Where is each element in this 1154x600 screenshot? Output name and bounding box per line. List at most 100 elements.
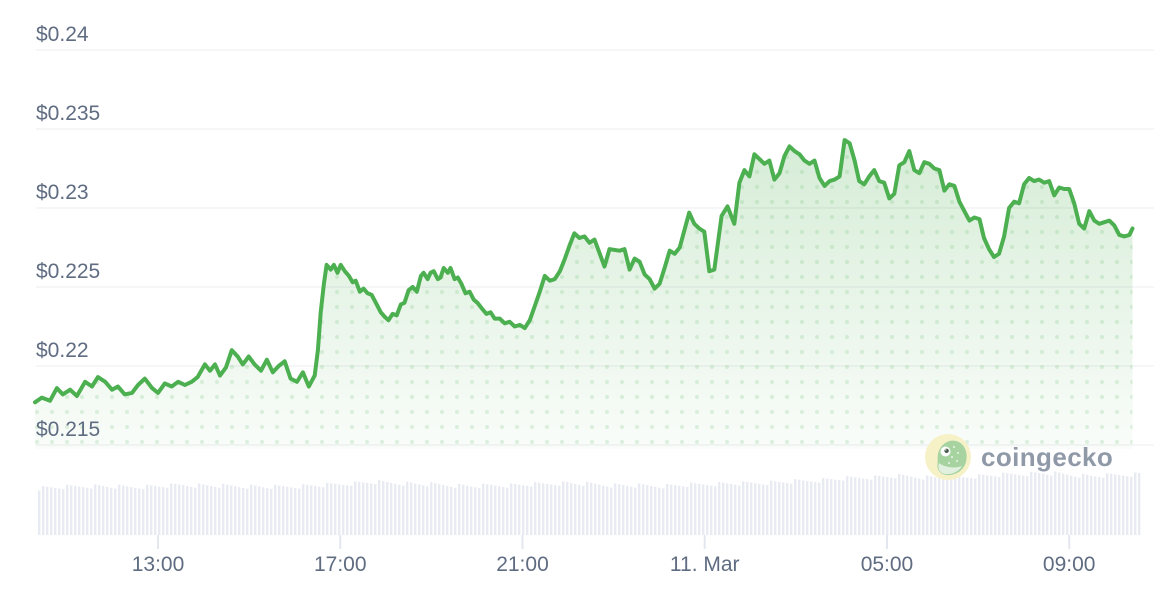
volume-bar bbox=[166, 487, 169, 535]
volume-bar bbox=[1102, 477, 1105, 535]
volume-bar bbox=[1138, 473, 1141, 535]
volume-bar bbox=[242, 487, 245, 535]
volume-bar bbox=[670, 484, 673, 535]
volume-bar bbox=[50, 487, 53, 535]
volume-bar bbox=[814, 482, 817, 535]
volume-bar bbox=[954, 476, 957, 535]
volume-bar bbox=[602, 485, 605, 535]
x-axis-label: 09:00 bbox=[1043, 553, 1096, 576]
volume-bar bbox=[786, 483, 789, 535]
volume-bar bbox=[406, 481, 409, 535]
volume-bar bbox=[610, 487, 613, 535]
volume-bar bbox=[510, 483, 513, 535]
volume-bar bbox=[802, 480, 805, 535]
volume-bar bbox=[738, 485, 741, 535]
volume-bar bbox=[974, 478, 977, 535]
volume-bar bbox=[278, 485, 281, 535]
volume-bar bbox=[70, 485, 73, 535]
volume-bar bbox=[934, 477, 937, 535]
volume-bar bbox=[1038, 472, 1041, 535]
volume-bar bbox=[682, 486, 685, 535]
volume-bar bbox=[554, 485, 557, 535]
volume-bar bbox=[630, 486, 633, 535]
volume-bar bbox=[502, 487, 505, 535]
volume-bar bbox=[1014, 474, 1017, 535]
volume-bar bbox=[582, 485, 585, 535]
volume-bar bbox=[846, 476, 849, 535]
volume-bar bbox=[122, 485, 125, 535]
volume-bar bbox=[486, 484, 489, 535]
volume-bar bbox=[462, 484, 465, 535]
volume-bar bbox=[274, 484, 277, 535]
volume-bar bbox=[506, 487, 509, 535]
volume-bar bbox=[90, 488, 93, 535]
volume-bar bbox=[1050, 475, 1053, 535]
volume-bar bbox=[298, 488, 301, 535]
volume-bar bbox=[730, 484, 733, 535]
volume-bar bbox=[742, 481, 745, 535]
volume-bar bbox=[870, 479, 873, 535]
volume-bar bbox=[750, 482, 753, 535]
volume-bar bbox=[114, 488, 117, 535]
volume-bar bbox=[222, 483, 225, 535]
volume-bar bbox=[426, 486, 429, 535]
volume-bar bbox=[198, 483, 201, 535]
volume-bar bbox=[134, 487, 137, 535]
volume-bar bbox=[442, 485, 445, 535]
volume-bar bbox=[694, 483, 697, 535]
volume-bar bbox=[734, 484, 737, 535]
volume-bar bbox=[1070, 475, 1073, 535]
volume-bar bbox=[634, 487, 637, 535]
price-line[interactable] bbox=[33, 138, 1135, 405]
volume-bar bbox=[234, 486, 237, 535]
volume-bar bbox=[794, 479, 797, 535]
volume-bar bbox=[398, 484, 401, 535]
volume-bar bbox=[358, 481, 361, 535]
y-axis-label: $0.215 bbox=[36, 418, 100, 441]
volume-bar bbox=[746, 481, 749, 535]
volume-bar bbox=[1074, 476, 1077, 535]
volume-bar bbox=[838, 480, 841, 535]
volume-bar bbox=[94, 484, 97, 535]
volume-bar bbox=[938, 478, 941, 535]
volume-bar bbox=[118, 484, 121, 535]
volume-bar bbox=[534, 482, 537, 535]
volume-bar bbox=[782, 482, 785, 535]
volume-bar bbox=[638, 483, 641, 535]
volume-bar bbox=[1058, 472, 1061, 535]
y-axis-label: $0.24 bbox=[36, 23, 89, 46]
volume-bar bbox=[698, 483, 701, 535]
volume-bar bbox=[154, 485, 157, 535]
volume-bar bbox=[38, 490, 41, 535]
volume-bar bbox=[798, 479, 801, 535]
volume-bar bbox=[518, 484, 521, 535]
volume-bar bbox=[206, 485, 209, 535]
volume-bar bbox=[302, 484, 305, 535]
volume-bar bbox=[594, 483, 597, 535]
volume-bar bbox=[906, 475, 909, 535]
volume-bar bbox=[98, 485, 101, 535]
x-axis-label: 17:00 bbox=[314, 553, 367, 576]
volume-bar bbox=[850, 476, 853, 535]
volume-bar bbox=[218, 487, 221, 535]
x-axis-label: 21:00 bbox=[496, 553, 549, 576]
volume-bar bbox=[806, 481, 809, 535]
volume-bar bbox=[562, 481, 565, 535]
volume-bar bbox=[390, 482, 393, 535]
volume-bar bbox=[690, 482, 693, 535]
volume-bar bbox=[334, 483, 337, 535]
volume-bar bbox=[330, 483, 333, 535]
volume-bar bbox=[990, 475, 993, 535]
volume-bar bbox=[894, 478, 897, 535]
volume-bar bbox=[1094, 476, 1097, 535]
volume-bar bbox=[702, 484, 705, 535]
volume-bar bbox=[862, 478, 865, 535]
volume-bar bbox=[270, 488, 273, 535]
volume-bar bbox=[1090, 475, 1093, 535]
volume-bar bbox=[878, 475, 881, 535]
volume-bar bbox=[614, 483, 617, 535]
volume-bar bbox=[542, 483, 545, 535]
volume-bar bbox=[374, 484, 377, 535]
